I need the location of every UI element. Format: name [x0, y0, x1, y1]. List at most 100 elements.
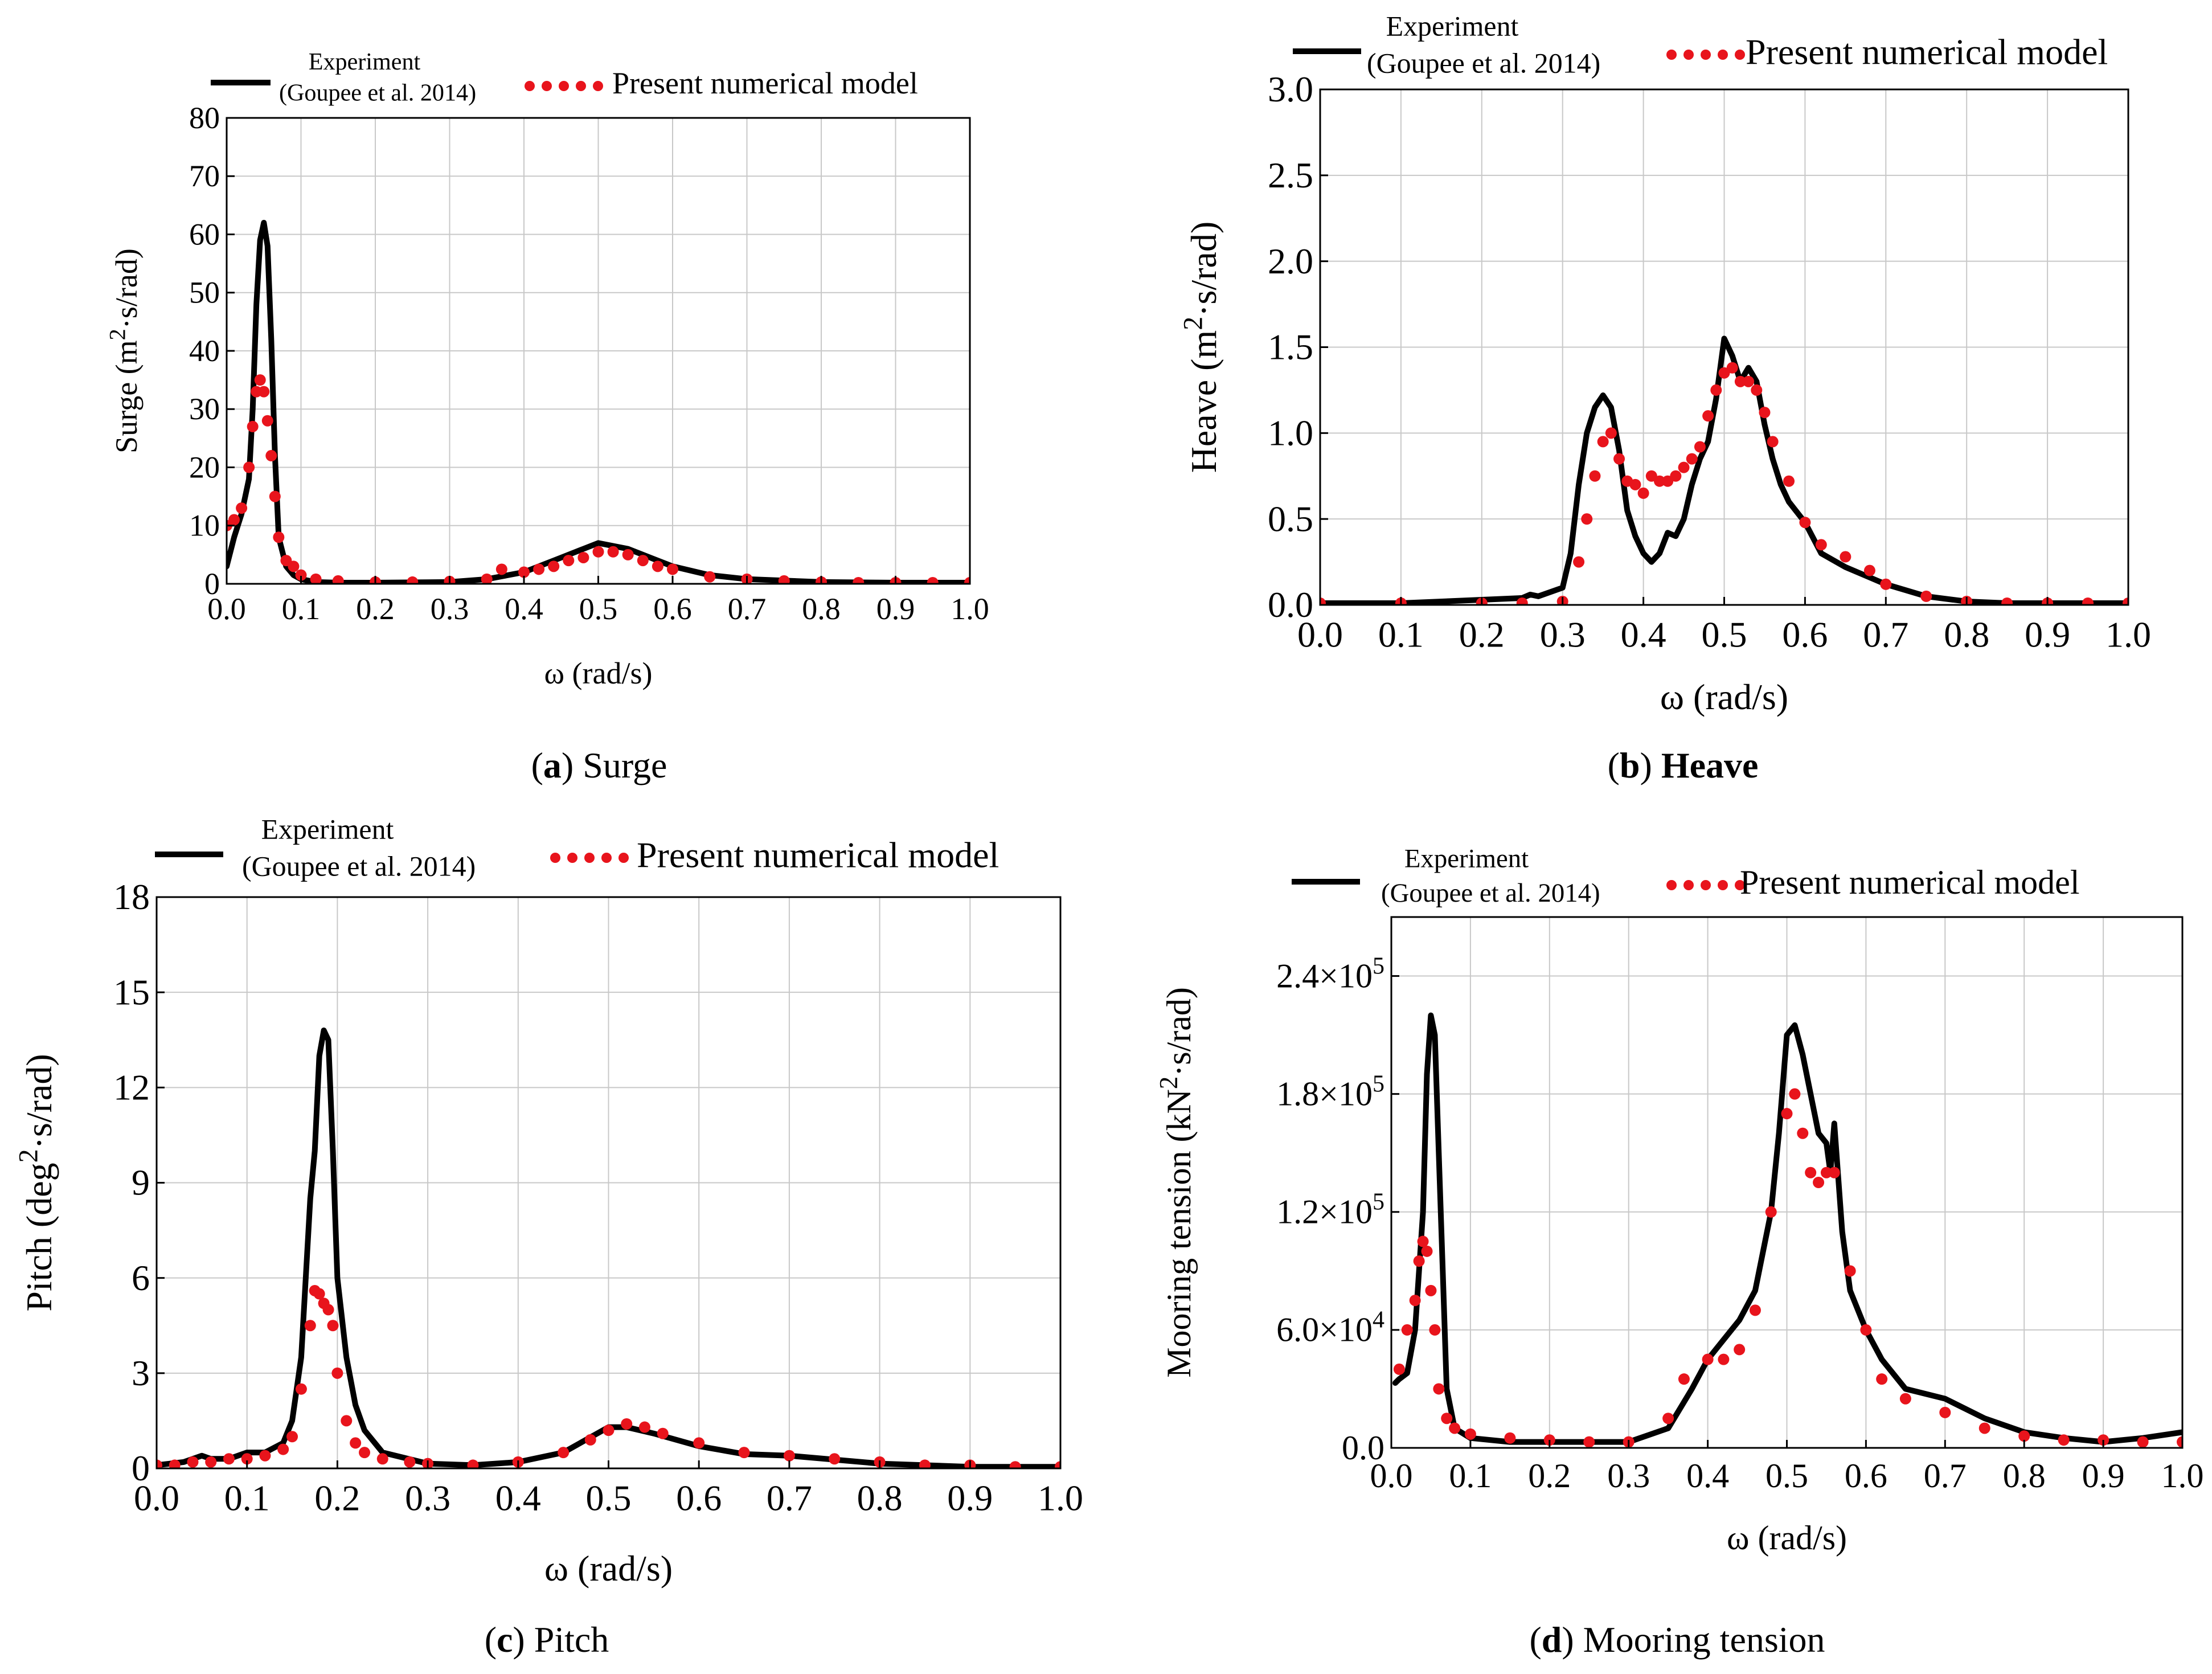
numerical-point	[254, 374, 266, 386]
numerical-point	[1880, 578, 1892, 590]
numerical-point	[157, 1459, 162, 1468]
numerical-point	[652, 560, 663, 572]
numerical-point	[322, 1304, 334, 1316]
x-tick-label: 0.8	[857, 1478, 903, 1519]
numerical-point	[2018, 1430, 2030, 1442]
numerical-point	[657, 1427, 669, 1439]
y-tick-label: 1.2×105	[1276, 1189, 1384, 1231]
y-tick-label: 20	[189, 450, 220, 484]
numerical-point	[1662, 1413, 1674, 1425]
numerical-point	[1759, 407, 1771, 419]
numerical-point	[1781, 1108, 1793, 1120]
numerical-point	[1320, 597, 1326, 605]
numerical-point	[269, 490, 281, 502]
x-axis-label: ω (rad/s)	[1727, 1519, 1847, 1557]
numerical-point	[1718, 367, 1730, 379]
numerical-point	[622, 549, 634, 560]
numerical-point	[350, 1437, 362, 1449]
x-tick-label: 0.2	[314, 1478, 360, 1519]
numerical-point	[495, 563, 507, 575]
x-tick-label: 0.6	[1782, 615, 1828, 655]
legend-d: Experiment (Goupee et al. 2014) Present nu…	[1292, 844, 2079, 908]
legend-numerical-swatch-dot	[618, 853, 629, 863]
x-tick-label: 0.7	[767, 1478, 812, 1519]
x-tick-label: 0.7	[1863, 615, 1908, 655]
numerical-point	[187, 1456, 199, 1468]
numerical-point	[1417, 1235, 1429, 1247]
legend-numerical-label: Present numerical model	[612, 66, 918, 100]
y-axis-label: Pitch (deg2·s/rad)	[14, 1054, 59, 1311]
x-tick-label: 0.4	[505, 592, 543, 626]
numerical-point	[327, 1320, 339, 1332]
numerical-point	[1573, 556, 1585, 568]
legend-numerical-swatch-dot	[542, 81, 552, 91]
numerical-point	[1920, 590, 1932, 602]
numerical-point	[1805, 1167, 1817, 1178]
experiment-line	[157, 1028, 1060, 1468]
y-tick-label: 60	[189, 217, 220, 251]
numerical-point	[1815, 539, 1827, 551]
numerical-point	[1605, 427, 1617, 439]
numerical-point	[261, 415, 273, 427]
numerical-point	[1734, 375, 1746, 387]
numerical-point	[295, 1383, 307, 1395]
numerical-point	[1613, 453, 1625, 465]
numerical-point	[783, 1450, 795, 1462]
x-tick-label: 0.6	[676, 1478, 722, 1519]
x-tick-label: 0.3	[1607, 1457, 1650, 1495]
x-tick-label: 0.8	[2003, 1457, 2046, 1495]
numerical-point	[1939, 1406, 1951, 1418]
numerical-point	[223, 1453, 235, 1465]
chart-a: 0.0 0.1 0.2 0.3 0.4 0.5 0.6 0.7 0.8 0.9 1.0 0 10 20 30…	[104, 48, 989, 785]
numerical-point	[1670, 470, 1682, 482]
numerical-point	[407, 576, 419, 584]
legend-numerical-swatch-dot	[1666, 880, 1677, 890]
numerical-point	[1401, 1324, 1413, 1336]
x-tick-label: 0.6	[1845, 1457, 1887, 1495]
y-tick-label: 6	[132, 1258, 150, 1298]
numerical-point	[2137, 1436, 2149, 1448]
numerical-point	[1799, 517, 1811, 529]
x-tick-label: 0.8	[802, 592, 841, 626]
numerical-point	[1421, 1245, 1433, 1257]
numerical-point	[1710, 384, 1722, 396]
numerical-point	[1678, 1373, 1690, 1385]
x-tick-label: 0.8	[1944, 615, 1989, 655]
y-tick-label: 0.5	[1268, 498, 1313, 539]
x-tick-label: 0.2	[1528, 1457, 1571, 1495]
legend-numerical-swatch-dot	[550, 853, 560, 863]
numerical-point	[277, 1443, 289, 1455]
numerical-point	[1009, 1461, 1021, 1468]
numerical-point	[404, 1456, 416, 1468]
grid-a	[226, 117, 970, 584]
numerical-point	[2177, 1436, 2182, 1448]
numerical-point	[359, 1447, 371, 1459]
y-tick-label: 3	[132, 1353, 150, 1393]
y-tick-label: 0.0	[1342, 1429, 1384, 1467]
numerical-point	[1844, 1265, 1856, 1277]
numerical-point	[1820, 1167, 1832, 1178]
numerical-point	[481, 573, 493, 584]
y-tick-label: 50	[189, 276, 220, 310]
x-tick-label: 0.3	[1540, 615, 1586, 655]
numerical-point	[667, 563, 678, 575]
numerical-point	[1653, 475, 1665, 487]
numerical-point	[1767, 436, 1779, 448]
numerical-point	[607, 546, 619, 558]
numerical-point	[265, 450, 277, 462]
x-tick-label: 0.9	[876, 592, 915, 626]
x-tick-label: 0.7	[1924, 1457, 1967, 1495]
y-tick-label: 9	[132, 1163, 150, 1203]
numerical-point	[927, 576, 939, 584]
x-tick-label: 0.5	[586, 1478, 632, 1519]
numerical-point	[288, 560, 300, 572]
legend-experiment-source: (Goupee et al. 2014)	[1381, 878, 1600, 908]
x-tick-label: 0.1	[1378, 615, 1424, 655]
caption-c: (c) Pitch	[485, 1619, 609, 1660]
legend-experiment-label: Experiment	[1404, 844, 1529, 873]
numerical-point	[563, 555, 575, 567]
numerical-point	[228, 514, 240, 526]
numerical-point	[1840, 551, 1851, 563]
grid-c	[156, 897, 1061, 1469]
numerical-point	[638, 1421, 650, 1433]
